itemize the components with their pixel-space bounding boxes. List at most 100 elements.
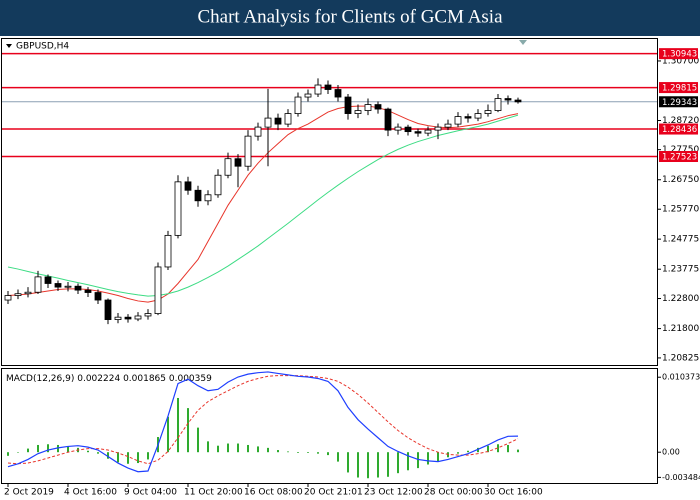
candle-body bbox=[224, 158, 232, 176]
candle-body bbox=[254, 126, 262, 137]
macd-histogram-bar bbox=[57, 444, 59, 453]
macd-histogram-bar bbox=[137, 452, 139, 464]
macd-histogram-bar bbox=[167, 416, 169, 453]
candle-body bbox=[194, 189, 202, 202]
macd-histogram-bar bbox=[37, 444, 39, 453]
level-label: 1.28436 bbox=[662, 125, 697, 135]
macd-histogram-bar bbox=[197, 427, 199, 453]
y-tick-label: 1.26750 bbox=[662, 175, 699, 185]
x-tick-label: 23 Oct 12:00 bbox=[364, 488, 423, 498]
y-tick-label: 1.22800 bbox=[662, 294, 699, 304]
y-tick-label: 1.21800 bbox=[662, 324, 699, 334]
macd-histogram-bar bbox=[327, 452, 329, 456]
macd-histogram-bar bbox=[97, 452, 99, 454]
candle-body bbox=[214, 174, 222, 196]
candle-body bbox=[34, 276, 42, 293]
level-label: 1.29815 bbox=[662, 84, 697, 94]
y-tick-label: 0.00 bbox=[662, 448, 680, 457]
macd-histogram-bar bbox=[177, 397, 179, 453]
y-tick-label: 1.28720 bbox=[662, 116, 699, 126]
macd-histogram-bar bbox=[107, 452, 109, 459]
macd-histogram-bar bbox=[7, 452, 9, 456]
candle-body bbox=[264, 117, 272, 128]
candle-body bbox=[354, 110, 362, 114]
candle-body bbox=[154, 266, 162, 314]
level-tag bbox=[659, 150, 698, 162]
y-tick-label: 1.27750 bbox=[662, 145, 699, 155]
candle-body bbox=[184, 181, 192, 191]
macd-name: MACD(12,26,9) bbox=[6, 374, 74, 384]
x-tick-label: 20 Oct 21:01 bbox=[304, 488, 363, 498]
current-price-label: 1.29343 bbox=[662, 98, 697, 108]
macd-label: MACD(12,26,9) 0.002224 0.001865 0.000359 bbox=[6, 374, 212, 384]
candle-body bbox=[134, 315, 142, 320]
x-tick-label: 9 Oct 04:00 bbox=[124, 488, 177, 498]
macd-histogram-bar bbox=[457, 452, 459, 454]
macd-histogram-bar bbox=[247, 444, 249, 453]
current-price-tag bbox=[659, 96, 698, 108]
macd-histogram-bar bbox=[227, 443, 229, 453]
candle-body bbox=[244, 135, 252, 167]
level-label: 1.27523 bbox=[662, 152, 697, 162]
candle-body bbox=[24, 291, 32, 295]
candle-body bbox=[444, 123, 452, 128]
macd-histogram-bar bbox=[467, 450, 469, 453]
macd-histogram-bar bbox=[347, 452, 349, 473]
candle-body bbox=[454, 116, 462, 125]
macd-histogram-bar bbox=[397, 452, 399, 474]
macd-histogram-bar bbox=[237, 443, 239, 453]
candle-body bbox=[114, 316, 122, 320]
macd-histogram-bar bbox=[427, 452, 429, 465]
candle-body bbox=[384, 108, 392, 131]
candle-body bbox=[394, 126, 402, 131]
candle-body bbox=[464, 116, 472, 119]
y-tick-label: 1.24775 bbox=[662, 235, 699, 245]
macd-histogram-bar bbox=[377, 452, 379, 478]
candle-body bbox=[304, 93, 312, 98]
candle-body bbox=[164, 234, 172, 268]
macd-histogram-bar bbox=[117, 452, 119, 463]
candle-body bbox=[14, 293, 22, 296]
candle-body bbox=[314, 84, 322, 95]
candle-body bbox=[364, 104, 372, 111]
macd-histogram-bar bbox=[127, 452, 129, 464]
candle-body bbox=[414, 131, 422, 134]
symbol-label: GBPUSD,H4 bbox=[16, 42, 69, 52]
candle-body bbox=[174, 181, 182, 236]
candle-body bbox=[494, 98, 502, 111]
y-tick-label: 1.25770 bbox=[662, 205, 699, 215]
candle-body bbox=[514, 99, 522, 103]
macd-histogram-bar bbox=[47, 444, 49, 453]
macd-histogram-bar bbox=[67, 446, 69, 453]
y-tick-label: -0.003484 bbox=[662, 473, 700, 482]
macd-histogram-bar bbox=[297, 452, 299, 453]
candle-body bbox=[104, 299, 112, 320]
moving-average bbox=[7, 114, 519, 297]
macd-histogram-bar bbox=[437, 452, 439, 462]
y-tick-label: 1.23775 bbox=[662, 265, 699, 275]
macd-histogram-bar bbox=[337, 452, 339, 462]
x-tick-label: 11 Oct 20:00 bbox=[184, 488, 243, 498]
macd-histogram-bar bbox=[487, 445, 489, 453]
candle-body bbox=[274, 117, 282, 125]
macd-histogram-bar bbox=[257, 446, 259, 453]
macd-histogram-bar bbox=[147, 452, 149, 460]
candle-body bbox=[64, 285, 72, 288]
candle-body bbox=[344, 96, 352, 114]
macd-main-value: 0.002224 bbox=[77, 374, 120, 384]
macd-panel bbox=[1, 368, 658, 484]
macd-histogram-bar bbox=[27, 448, 29, 453]
y-tick-label: 0.010373 bbox=[662, 373, 700, 382]
macd-histogram-bar bbox=[87, 450, 89, 453]
macd-histogram-bar bbox=[407, 452, 409, 471]
candle-body bbox=[504, 98, 512, 101]
candle-body bbox=[84, 289, 92, 293]
candle-body bbox=[144, 313, 152, 317]
x-tick-label: 30 Oct 16:00 bbox=[484, 488, 543, 498]
macd-histogram-bar bbox=[17, 452, 19, 453]
macd-histogram-bar bbox=[387, 452, 389, 477]
macd-histogram-bar bbox=[217, 445, 219, 453]
macd-signal-value: 0.001865 bbox=[123, 374, 166, 384]
macd-hist-value: 0.000359 bbox=[169, 374, 212, 384]
candle-body bbox=[94, 292, 102, 301]
